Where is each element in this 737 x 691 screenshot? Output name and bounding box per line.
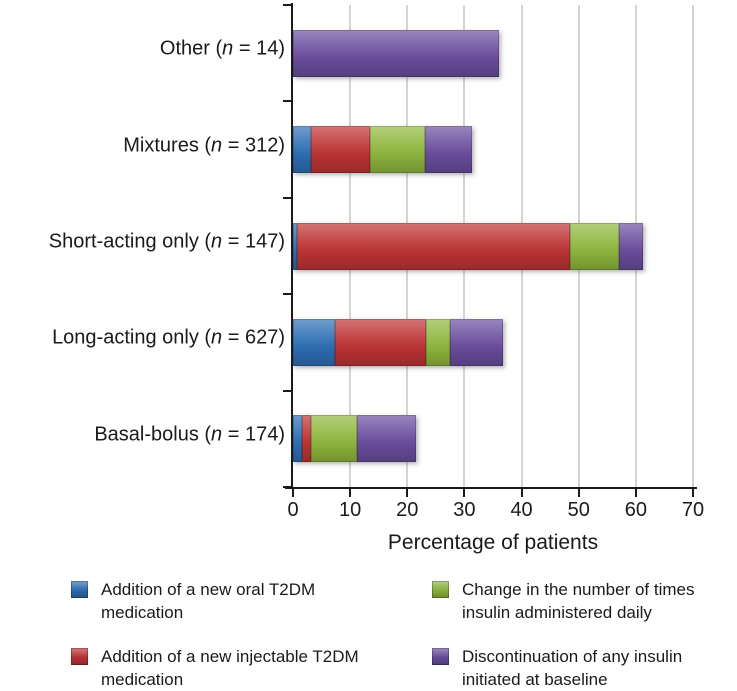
x-tick-label: 70 (681, 499, 705, 521)
x-axis-tick (520, 489, 523, 497)
bar-segment (310, 126, 370, 174)
x-axis-line (285, 487, 697, 489)
category-label: Mixtures (n = 312) (123, 134, 285, 157)
bar-segment (426, 318, 450, 366)
legend-label-line: insulin administered daily (462, 603, 652, 622)
bar-segment (334, 318, 427, 366)
legend-item: Discontinuation of any insulin initiated … (432, 645, 694, 691)
legend-item: Addition of a new oral T2DM medication (71, 578, 432, 624)
x-tick-label: 50 (567, 499, 590, 521)
category-label: Short-acting only (n = 147) (48, 230, 285, 253)
legend-item: Change in the number of times insulin adm… (432, 578, 694, 624)
bar-segment (424, 126, 472, 174)
bar-row (293, 415, 416, 463)
bar-segment (297, 222, 570, 270)
bar-row (293, 318, 503, 366)
n-symbol: n (211, 134, 223, 157)
gridline (692, 5, 694, 487)
n-symbol: n (211, 326, 223, 349)
legend-label-line: Addition of a new injectable T2DM (101, 647, 359, 666)
legend-item: Addition of a new injectable T2DM medicat… (71, 645, 432, 691)
bar-segment (293, 318, 335, 366)
y-axis-tick (283, 100, 292, 103)
legend-label-line: Addition of a new oral T2DM (101, 580, 316, 599)
bar-segment (293, 222, 297, 270)
x-tick-label: 30 (453, 499, 476, 521)
legend-swatch (432, 581, 449, 598)
x-axis-tick (292, 489, 294, 497)
bar-segment (293, 415, 302, 463)
x-axis-tick (577, 489, 580, 497)
bar-segment (449, 318, 503, 366)
x-tick-label: 0 (287, 499, 299, 521)
x-axis-title: Percentage of patients (387, 531, 599, 554)
x-axis-tick (463, 489, 466, 497)
x-axis-tick (406, 489, 409, 497)
legend-label: Discontinuation of any insulin initiated … (462, 645, 682, 691)
plot-area (293, 5, 694, 487)
legend-label: Change in the number of times insulin adm… (462, 578, 694, 624)
bar-segment (293, 29, 500, 77)
bar-segment (619, 222, 643, 270)
legend-label: Addition of a new injectable T2DM medicat… (101, 645, 359, 691)
bar-segment (356, 415, 416, 463)
category-label: Other (n = 14) (159, 37, 285, 60)
x-tick-label: 40 (510, 499, 533, 521)
x-axis-tick (349, 489, 352, 497)
bar-segment (293, 126, 311, 174)
legend-swatch (71, 648, 88, 665)
n-symbol: n (211, 423, 223, 446)
legend-label-line: medication (101, 603, 184, 622)
x-tick-label: 10 (339, 499, 362, 521)
y-axis-line (291, 3, 293, 489)
legend-swatch (432, 648, 449, 665)
y-axis-tick (283, 196, 292, 199)
y-axis-tick (283, 293, 292, 296)
x-tick-label: 60 (624, 499, 647, 521)
x-axis-tick (692, 489, 694, 497)
category-label: Long-acting only (n = 627) (52, 326, 285, 349)
x-tick-label: 20 (396, 499, 419, 521)
bar-row (293, 222, 643, 270)
legend-label-line: Change in the number of times (462, 580, 695, 599)
legend: Addition of a new oral T2DM medication Add… (71, 578, 694, 691)
y-axis-tick (283, 389, 292, 392)
y-axis-tick (283, 486, 292, 488)
legend-label-line: initiated at baseline (462, 670, 608, 689)
bar-row (293, 29, 500, 77)
bar-row (293, 126, 472, 174)
n-symbol: n (222, 37, 234, 60)
legend-label: Addition of a new oral T2DM medication (101, 578, 315, 624)
n-symbol: n (211, 230, 223, 253)
bar-segment (301, 415, 311, 463)
x-axis-tick (634, 489, 637, 497)
bar-segment (310, 415, 357, 463)
bar-segment (369, 126, 425, 174)
legend-swatch (71, 581, 88, 598)
bar-segment (569, 222, 620, 270)
category-label: Basal-bolus (n = 174) (94, 423, 285, 446)
legend-label-line: Discontinuation of any insulin (462, 647, 683, 666)
y-axis-tick (283, 4, 292, 6)
legend-label-line: medication (101, 670, 184, 689)
